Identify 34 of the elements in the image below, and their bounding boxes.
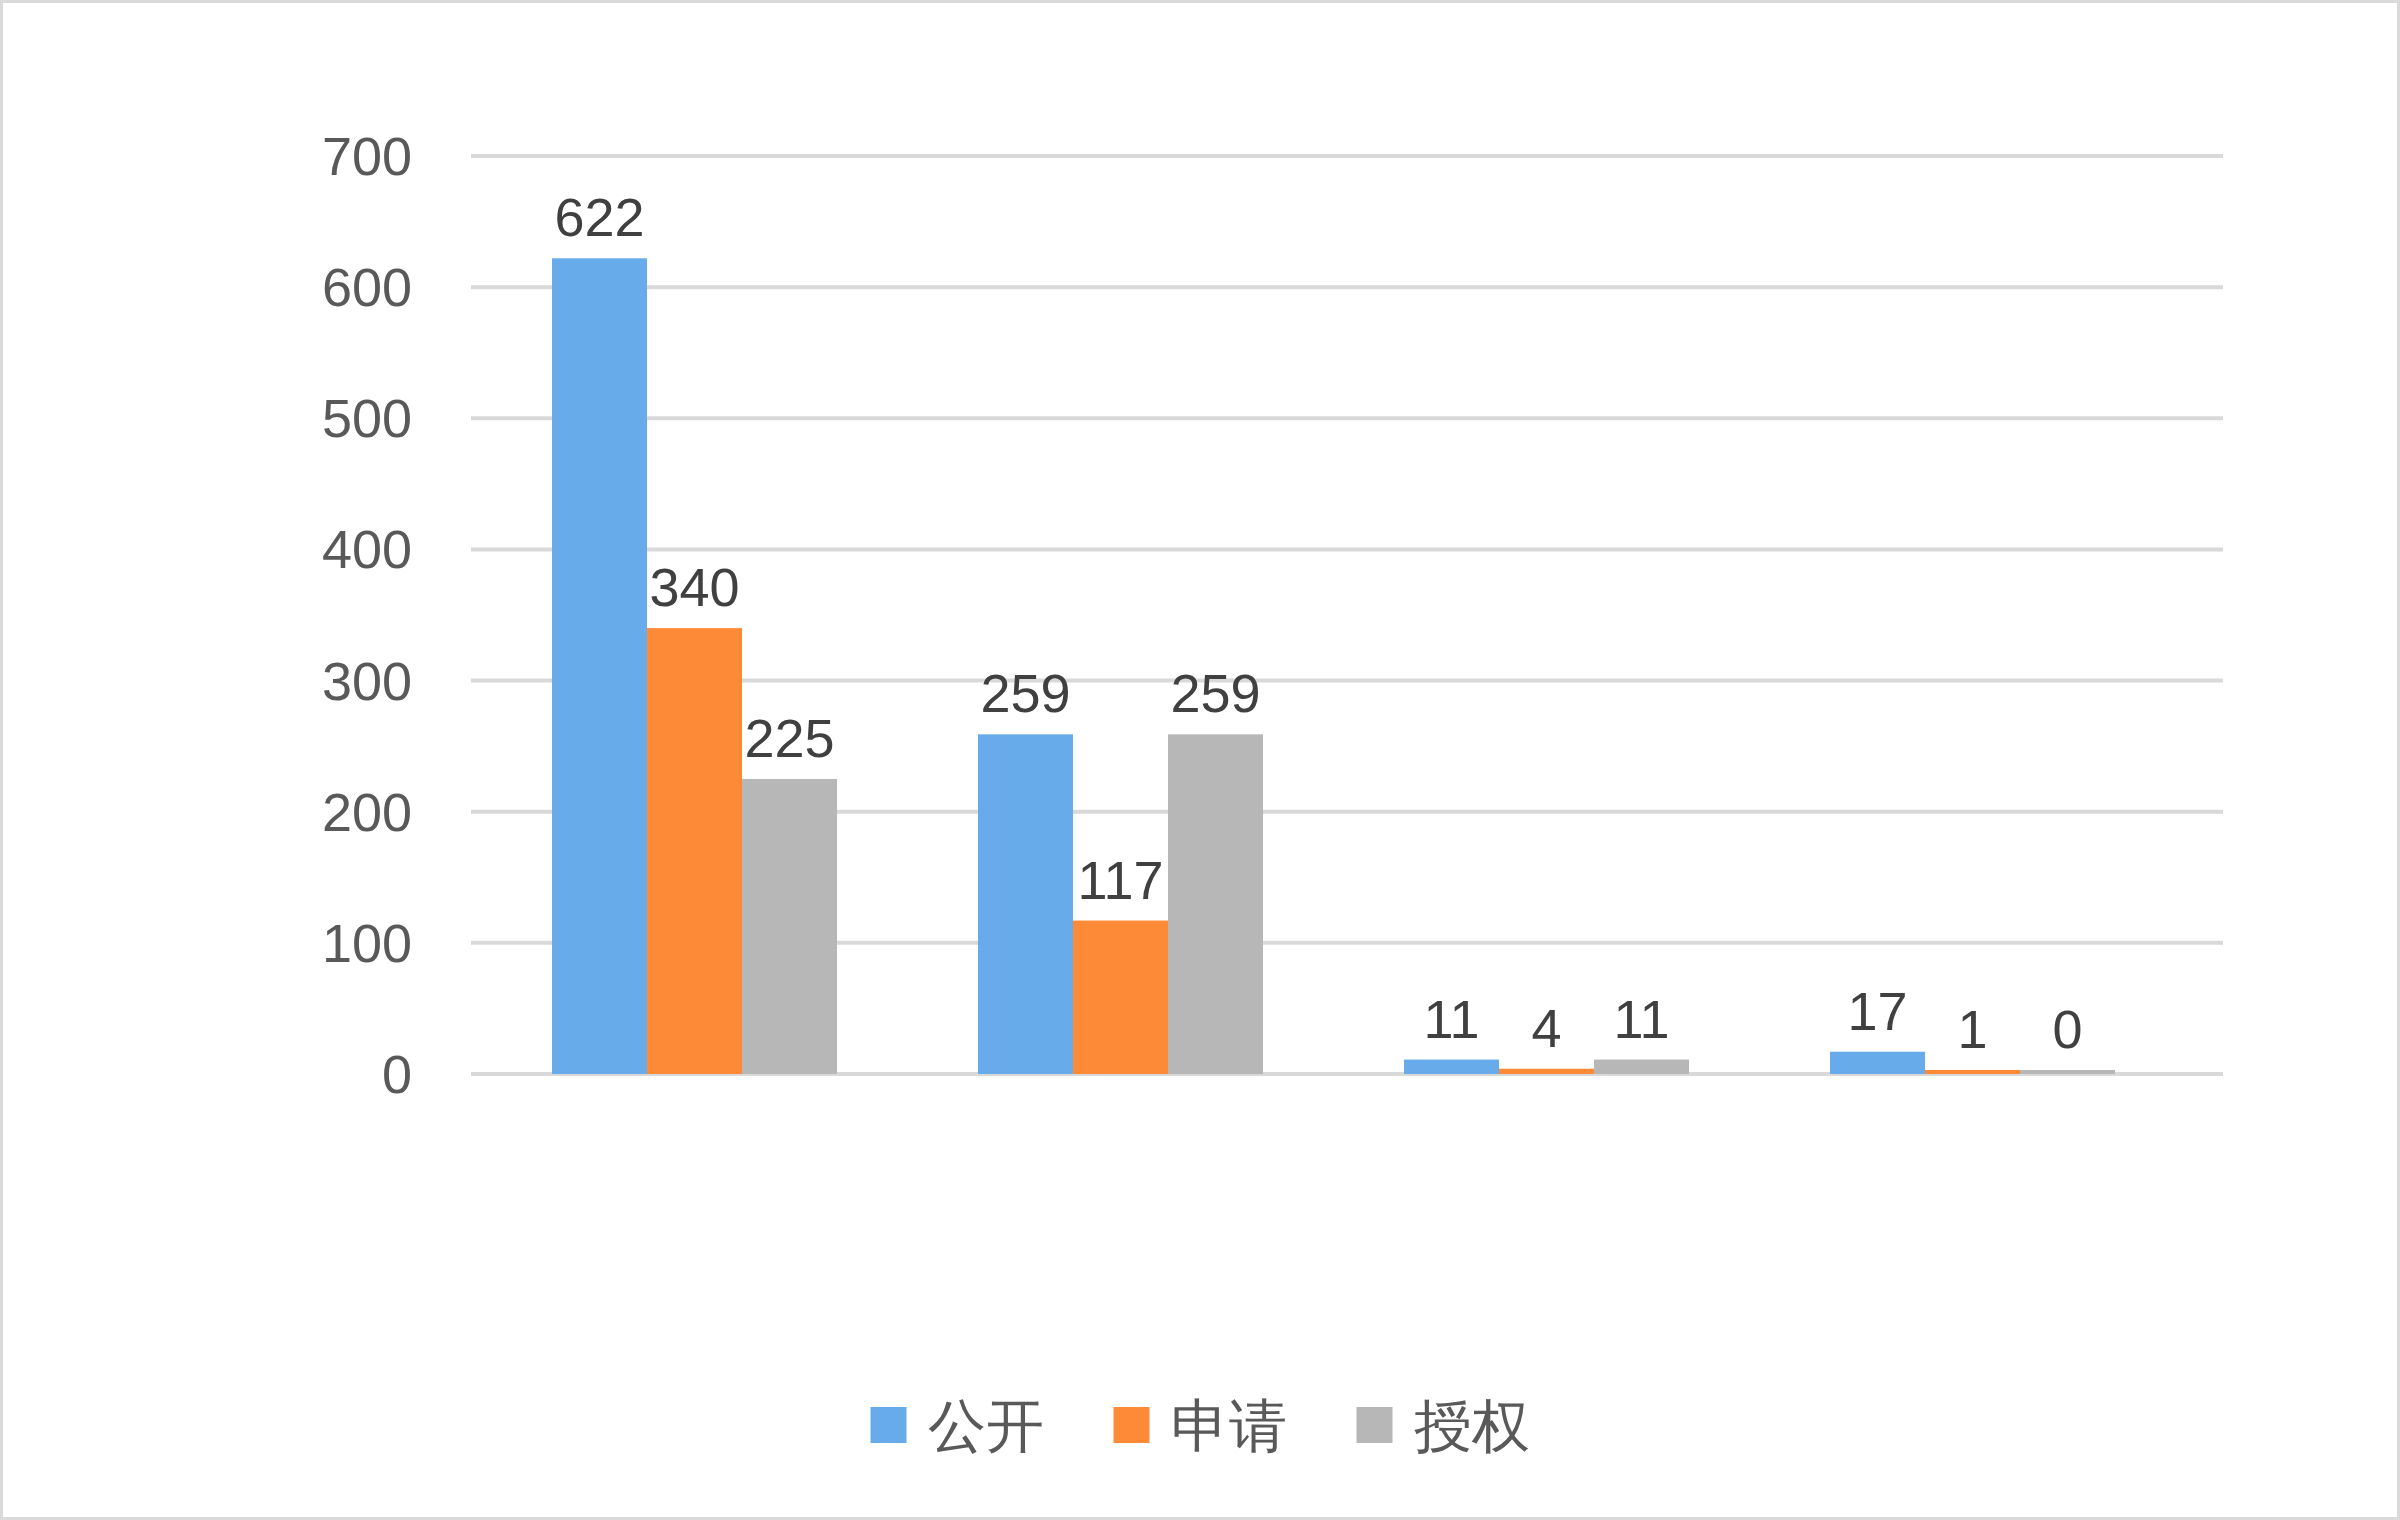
y-tick-label: 600 bbox=[321, 257, 412, 318]
bar bbox=[1404, 1059, 1499, 1074]
data-label: 17 bbox=[1847, 980, 1908, 1041]
bar bbox=[742, 778, 837, 1074]
bar bbox=[647, 628, 742, 1074]
legend-label: 公开 bbox=[927, 1392, 1044, 1458]
y-tick-label: 400 bbox=[321, 519, 412, 580]
data-label: 259 bbox=[1170, 663, 1261, 724]
bar bbox=[552, 258, 647, 1074]
data-label: 117 bbox=[1077, 849, 1164, 910]
data-label: 340 bbox=[649, 557, 740, 618]
y-tick-label: 200 bbox=[321, 781, 412, 842]
legend-label: 申请 bbox=[1170, 1392, 1287, 1458]
data-label: 0 bbox=[2052, 999, 2083, 1059]
data-label: 259 bbox=[980, 663, 1071, 724]
bar bbox=[1499, 1068, 1594, 1074]
bar bbox=[1594, 1059, 1689, 1074]
y-tick-label: 300 bbox=[321, 650, 412, 711]
data-label: 11 bbox=[1423, 988, 1480, 1049]
data-label: 622 bbox=[554, 187, 645, 248]
data-label: 4 bbox=[1531, 997, 1562, 1058]
data-label: 225 bbox=[744, 707, 835, 768]
data-label: 11 bbox=[1613, 988, 1670, 1049]
y-tick-label: 100 bbox=[321, 912, 412, 973]
y-tick-label: 700 bbox=[321, 126, 412, 186]
bar bbox=[1168, 734, 1263, 1074]
bar bbox=[978, 734, 1073, 1074]
y-tick-label: 500 bbox=[321, 388, 412, 449]
bar bbox=[1830, 1051, 1925, 1074]
legend-label: 授权 bbox=[1413, 1392, 1530, 1458]
y-tick-label: 0 bbox=[381, 1044, 412, 1104]
bar bbox=[1073, 920, 1168, 1074]
bar bbox=[1925, 1070, 2020, 1074]
data-label: 1 bbox=[1957, 999, 1988, 1059]
